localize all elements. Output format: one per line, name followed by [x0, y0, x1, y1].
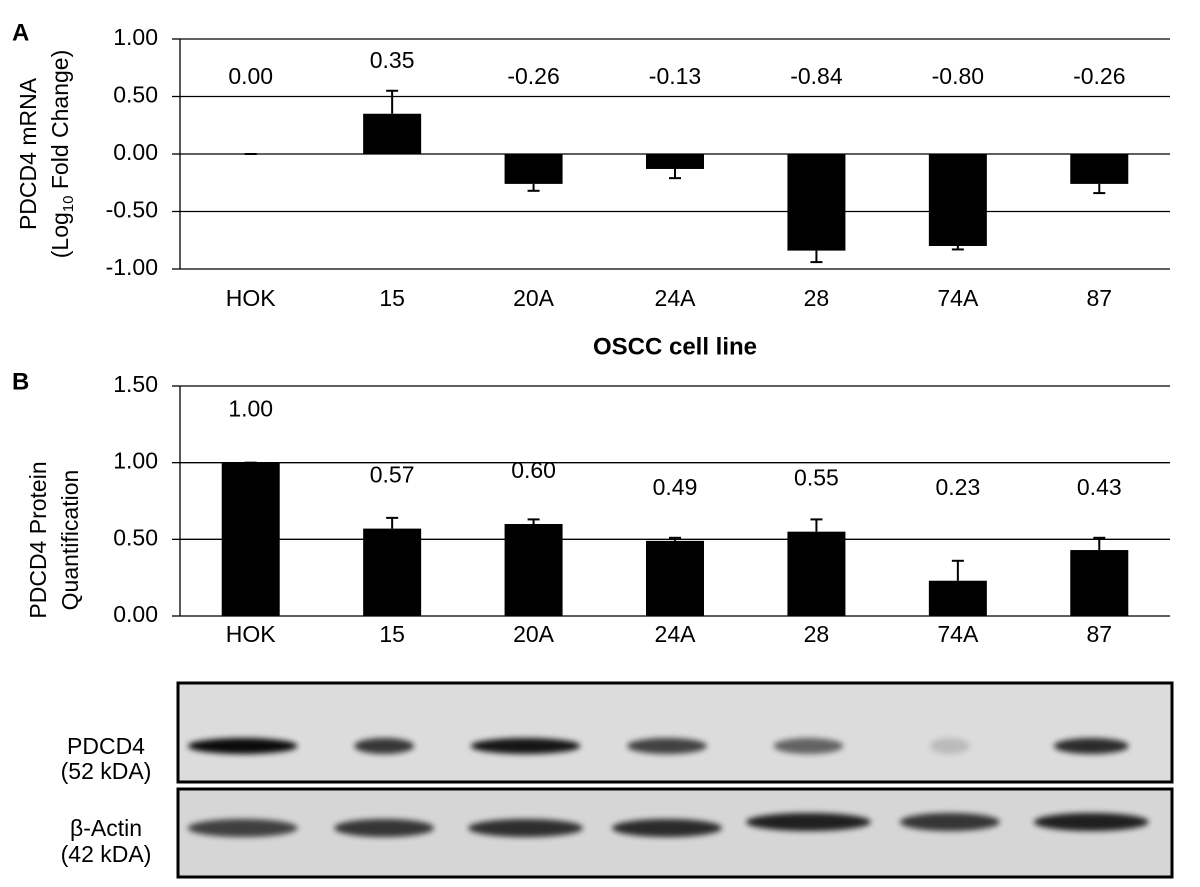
bar — [504, 154, 563, 184]
y-tick-label: 1.00 — [113, 24, 158, 50]
bar — [1070, 550, 1129, 616]
x-tick-label: 74A — [937, 621, 979, 647]
y-axis-title: (Log10 Fold Change) — [47, 50, 77, 258]
blot-band — [187, 738, 298, 754]
blot-label: β-Actin — [70, 815, 142, 841]
y-tick-label: -1.00 — [106, 254, 158, 280]
y-axis-title: PDCD4 Protein — [25, 461, 51, 618]
bar — [787, 154, 846, 251]
x-tick-label: 28 — [804, 285, 830, 311]
blot-label: PDCD4 — [67, 733, 145, 759]
y-axis-title-part: (Log — [47, 212, 73, 258]
western-blot: PDCD4 (52 kDA) β-Actin (42 kDA) — [61, 681, 1174, 879]
blot-band — [627, 738, 707, 754]
y-tick-label: 1.00 — [113, 448, 158, 474]
blot-band — [334, 819, 435, 837]
bar — [363, 113, 422, 154]
bar — [928, 580, 987, 616]
y-tick-label: 1.50 — [113, 371, 158, 397]
value-label: 0.60 — [511, 457, 556, 483]
blot-band — [1033, 813, 1149, 831]
value-label: -0.26 — [507, 63, 559, 89]
bar — [646, 540, 704, 616]
value-label: 0.00 — [228, 63, 273, 89]
bar — [363, 528, 422, 616]
value-label: 1.00 — [228, 396, 273, 422]
blot-band — [773, 738, 844, 754]
x-tick-label: 24A — [655, 621, 697, 647]
value-label: 0.23 — [935, 474, 980, 500]
x-tick-label: 24A — [655, 285, 697, 311]
blot-band — [899, 813, 1000, 831]
bar — [221, 462, 280, 616]
blot-panel — [176, 681, 1174, 784]
x-tick-label: 87 — [1086, 285, 1112, 311]
y-tick-label: -0.50 — [106, 197, 158, 223]
panel-label: A — [12, 19, 29, 46]
x-tick-label: 15 — [379, 621, 405, 647]
bar — [646, 154, 704, 169]
value-label: -0.84 — [790, 63, 843, 89]
value-label: 0.55 — [794, 465, 839, 491]
y-axis-title: Quantification — [57, 470, 83, 611]
value-label: -0.80 — [932, 63, 984, 89]
value-label: 0.43 — [1077, 474, 1122, 500]
value-label: 0.49 — [653, 474, 698, 500]
x-tick-label: 20A — [513, 621, 555, 647]
blot-size: (42 kDA) — [61, 841, 152, 867]
blot-band — [612, 819, 722, 837]
y-axis-title-sub: 10 — [60, 196, 77, 213]
value-label: 0.35 — [370, 47, 415, 73]
blot-size: (52 kDA) — [61, 758, 152, 784]
bar — [928, 154, 987, 246]
panel-label: B — [12, 368, 29, 395]
bar — [504, 524, 563, 616]
value-label: 0.57 — [370, 462, 415, 488]
bar — [787, 531, 846, 616]
y-tick-label: 0.00 — [113, 601, 158, 627]
blot-band — [187, 819, 298, 837]
blot-band — [354, 738, 415, 754]
value-label: -0.26 — [1073, 63, 1125, 89]
x-tick-label: 74A — [937, 285, 979, 311]
x-tick-label: 28 — [804, 621, 830, 647]
x-tick-label: HOK — [226, 285, 277, 311]
y-tick-label: 0.00 — [113, 139, 158, 165]
x-tick-label: HOK — [226, 621, 277, 647]
blot-band — [468, 819, 584, 837]
y-axis-title-part: Fold Change) — [47, 50, 73, 196]
bar — [1070, 154, 1129, 184]
blot-band — [470, 738, 581, 754]
x-tick-label: 20A — [513, 285, 555, 311]
y-axis-title: PDCD4 mRNA — [15, 77, 41, 230]
y-tick-label: 0.50 — [113, 82, 158, 108]
blot-band — [1053, 738, 1129, 754]
blot-band — [745, 813, 871, 831]
x-tick-label: 15 — [379, 285, 405, 311]
value-label: -0.13 — [649, 63, 701, 89]
blot-band — [929, 738, 970, 754]
y-tick-label: 0.50 — [113, 524, 158, 550]
x-axis-title: OSCC cell line — [593, 333, 757, 360]
x-tick-label: 87 — [1086, 621, 1112, 647]
